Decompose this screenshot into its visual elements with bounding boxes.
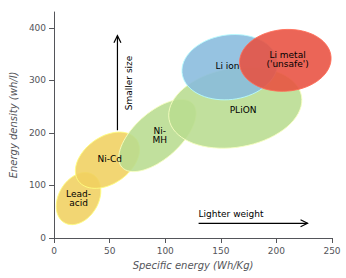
svg-text:50: 50 (104, 246, 116, 256)
svg-text:Ni-: Ni- (153, 126, 166, 136)
svg-text:150: 150 (212, 246, 229, 256)
svg-text:100: 100 (157, 246, 174, 256)
svg-text:Ni-Cd: Ni-Cd (97, 154, 121, 164)
svg-text:Specific energy (Wh/Kg): Specific energy (Wh/Kg) (133, 260, 254, 271)
svg-text:acid: acid (69, 198, 88, 208)
svg-text:MH: MH (152, 135, 167, 145)
svg-text:250: 250 (323, 246, 340, 256)
svg-text:0: 0 (51, 246, 57, 256)
svg-text:Lighter weight: Lighter weight (199, 209, 264, 219)
svg-text:Lead-: Lead- (66, 189, 91, 200)
svg-text:200: 200 (268, 246, 285, 256)
svg-text:Energy density (wh/l): Energy density (wh/l) (8, 72, 19, 179)
svg-text:Li ion: Li ion (215, 61, 239, 71)
svg-text:400: 400 (29, 23, 46, 33)
svg-text:300: 300 (29, 75, 46, 85)
svg-text:('unsafe'): ('unsafe') (266, 59, 308, 69)
svg-text:0: 0 (40, 233, 46, 243)
svg-text:100: 100 (29, 180, 46, 190)
svg-text:PLiON: PLiON (230, 105, 257, 115)
svg-text:Li metal: Li metal (269, 49, 306, 60)
svg-text:200: 200 (29, 128, 46, 138)
svg-text:Smaller size: Smaller size (124, 55, 134, 110)
